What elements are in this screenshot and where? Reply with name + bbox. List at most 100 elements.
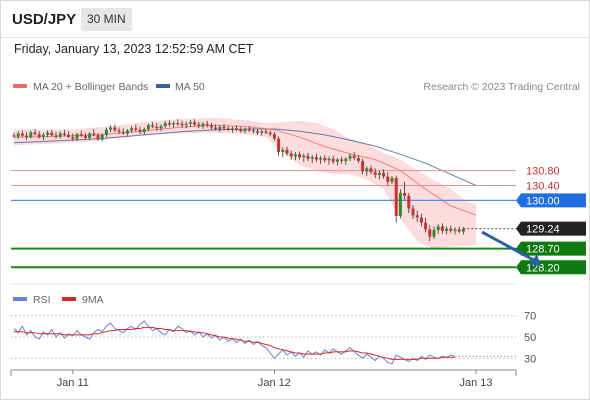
candle-body [386, 176, 390, 182]
candle-body [184, 123, 188, 126]
rsi-panel: 70 50 30 [11, 311, 536, 365]
rsi-tick-50: 50 [524, 332, 536, 344]
candle-body [356, 157, 360, 161]
candle-body [205, 123, 209, 126]
resistance-2-label: 130.80 [526, 166, 560, 178]
rsi-line [13, 320, 456, 365]
candle-body [445, 228, 449, 231]
bollinger-fill [14, 117, 476, 249]
ma50-legend-label: MA 50 [175, 81, 205, 93]
candles [12, 119, 465, 242]
candle-body [340, 159, 344, 161]
last-price-label-bg [516, 221, 586, 236]
rsi-legend-label: RSI [33, 294, 51, 306]
rsi-legend: RSI 9MA [13, 294, 104, 306]
copyright-text: Research © 2023 Trading Central [423, 81, 580, 93]
candle-body [214, 127, 218, 129]
candle-body [453, 229, 457, 231]
candle-body [344, 158, 348, 161]
candle-body [41, 134, 45, 138]
candle-body [201, 123, 205, 127]
rsi-tick-70: 70 [524, 311, 536, 323]
timeframe-button[interactable]: 30 MIN [81, 8, 132, 31]
projection-line [481, 230, 537, 263]
support-2-label: 128.20 [526, 262, 560, 274]
candle-body [96, 135, 100, 140]
candle-body [247, 128, 251, 131]
candle-body [109, 127, 113, 130]
x-tick-label: Jan 11 [57, 377, 89, 389]
candle-body [142, 128, 146, 132]
x-tick-label: Jan 12 [258, 377, 291, 389]
candle-body [382, 172, 386, 177]
last-price-label: 129.24 [526, 224, 560, 236]
candle-body [209, 125, 213, 128]
candle-body [335, 159, 339, 162]
candle-body [167, 123, 171, 125]
instrument-symbol[interactable]: USD/JPY [12, 11, 77, 28]
candle-body [12, 135, 16, 137]
candle-body [29, 132, 33, 138]
candle-body [394, 178, 398, 216]
rsi-legend-swatch [13, 297, 27, 301]
bollinger-legend-label: MA 20 + Bollinger Bands [33, 81, 148, 93]
candle-body [260, 131, 264, 133]
rsi-ma-line [14, 326, 455, 360]
candle-body [113, 127, 117, 131]
candle-body [16, 133, 20, 137]
candle-body [415, 215, 419, 218]
candle-body [428, 229, 432, 237]
candle-body [235, 128, 239, 130]
candle-body [134, 128, 138, 130]
candle-body [239, 129, 243, 132]
candle-body [230, 128, 234, 130]
candle-body [289, 153, 293, 157]
candle-body [172, 123, 176, 125]
candle-body [251, 130, 255, 132]
candle-body [440, 226, 444, 231]
candle-body [121, 131, 125, 134]
candle-body [256, 131, 260, 133]
projection-arrowhead [529, 254, 541, 267]
candle-body [130, 128, 134, 131]
price-legend: MA 20 + Bollinger Bands MA 50 Research ©… [13, 81, 580, 93]
candle-body [163, 123, 167, 127]
candle-body [37, 134, 41, 138]
candle-body [432, 230, 436, 237]
candle-body [58, 133, 62, 137]
candle-body [151, 125, 155, 127]
candle-body [176, 123, 180, 125]
candle-body [319, 157, 323, 160]
candle-body [88, 133, 92, 138]
candle-body [243, 128, 247, 132]
candle-body [155, 126, 159, 129]
candle-body [285, 149, 289, 154]
candle-body [79, 134, 83, 136]
candle-body [188, 122, 192, 124]
candle-body [403, 192, 407, 196]
candle-body [298, 154, 302, 158]
candle-body [54, 135, 58, 137]
rsi-ma-legend-label: 9MA [82, 294, 104, 306]
candle-body [180, 123, 184, 126]
candle-body [390, 178, 394, 182]
candle-body [361, 160, 365, 172]
candle-body [272, 134, 276, 139]
candle-body [197, 124, 201, 127]
chart-header: USD/JPY 30 MIN [1, 1, 589, 38]
projection-arrow [481, 230, 541, 267]
candle-body [424, 222, 428, 230]
support-1-label: 128.70 [526, 244, 560, 256]
rsi-ma-legend-swatch [62, 297, 76, 301]
candle-body [348, 155, 352, 159]
candle-body [331, 158, 335, 162]
candle-body [75, 134, 79, 139]
candle-body [323, 157, 327, 161]
candle-body [327, 158, 331, 161]
candle-body [20, 133, 24, 136]
candle-body [293, 154, 297, 157]
candle-body [33, 132, 37, 135]
candle-body [377, 172, 381, 176]
candle-body [268, 132, 272, 135]
